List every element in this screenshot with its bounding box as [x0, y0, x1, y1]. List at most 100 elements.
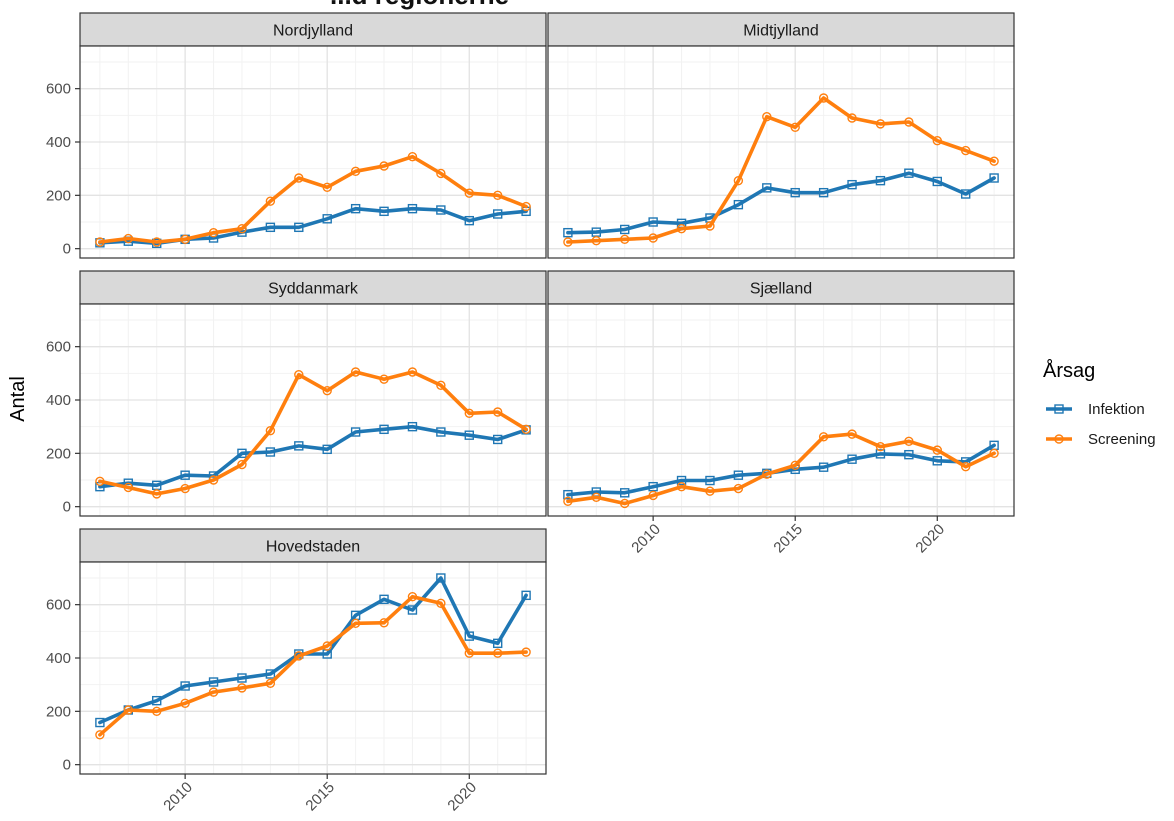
data-point-screening	[563, 237, 573, 247]
data-point-screening	[762, 111, 772, 122]
data-point-screening	[790, 460, 800, 471]
data-point-screening	[904, 117, 914, 127]
strip-label-midtjylland: Midtjylland	[743, 23, 819, 40]
data-point-screening	[464, 188, 474, 198]
data-point-infektion	[464, 215, 474, 226]
data-point-screening	[294, 369, 304, 380]
panel-midtjylland: Midtjylland	[547, 12, 1015, 259]
data-point-screening	[237, 683, 247, 693]
y-tick-label: 600	[46, 81, 71, 98]
data-point-infektion	[407, 605, 418, 615]
plot-background-hovedstaden	[80, 562, 546, 774]
panel-border-hovedstaden	[79, 561, 547, 775]
data-point-infektion	[294, 222, 304, 233]
data-point-infektion	[620, 224, 630, 235]
data-point-screening	[294, 651, 304, 661]
data-point-infektion	[960, 189, 971, 199]
data-point-infektion	[818, 462, 829, 472]
legend-label-screening: Screening	[1088, 431, 1156, 448]
data-point-infektion	[790, 187, 800, 198]
data-point-infektion	[265, 669, 276, 679]
data-point-infektion	[492, 434, 503, 445]
data-point-screening	[521, 424, 531, 435]
data-point-screening	[464, 648, 474, 658]
data-point-screening	[705, 221, 715, 231]
data-point-infektion	[875, 449, 886, 459]
series-line-infektion-midtjylland	[566, 171, 996, 235]
data-point-screening	[492, 407, 503, 417]
data-point-screening	[180, 234, 190, 245]
data-point-screening	[152, 489, 162, 499]
strip-label-nordjylland: Nordjylland	[273, 23, 353, 40]
strip-syddanmark	[79, 270, 547, 305]
y-axis-title: Antal	[7, 376, 29, 422]
data-point-screening	[208, 687, 219, 697]
y-tick-label: 0	[63, 499, 71, 516]
data-point-infektion	[818, 187, 829, 198]
x-tick-label: 2010	[628, 521, 664, 557]
data-point-infektion	[350, 427, 361, 437]
data-point-screening	[436, 598, 446, 609]
data-point-infektion	[294, 441, 304, 451]
data-point-infektion	[436, 427, 446, 437]
strip-label-sjaelland: Sjælland	[750, 281, 812, 298]
data-point-screening	[847, 113, 857, 123]
data-point-screening	[265, 425, 276, 436]
data-point-screening	[960, 461, 971, 472]
data-point-screening	[95, 476, 105, 487]
data-point-infektion	[322, 214, 332, 224]
y-tick-label: 200	[46, 445, 71, 462]
data-point-screening	[591, 235, 602, 246]
data-point-infektion	[932, 176, 942, 187]
data-point-infektion	[237, 448, 247, 459]
data-point-infektion	[436, 573, 446, 583]
data-point-infektion	[620, 488, 630, 498]
data-point-infektion	[464, 631, 474, 641]
y-tick-label: 400	[46, 134, 71, 151]
data-point-infektion	[733, 199, 744, 210]
panel-border-nordjylland	[79, 45, 547, 259]
data-point-screening	[322, 641, 332, 651]
data-point-screening	[322, 182, 332, 193]
data-point-infektion	[563, 227, 573, 238]
data-point-screening	[95, 730, 105, 740]
series-line-infektion-syddanmark	[98, 424, 528, 489]
data-point-screening	[237, 223, 247, 234]
data-point-screening	[904, 436, 914, 447]
y-tick-label: 200	[46, 703, 71, 720]
data-point-infektion	[180, 470, 190, 480]
panel-nordjylland: Nordjylland 0 200 400 600	[46, 12, 547, 259]
data-point-infektion	[847, 454, 857, 464]
x-tick-label: 2015	[302, 779, 338, 815]
data-point-infektion	[152, 695, 162, 706]
data-point-screening	[521, 647, 531, 657]
data-point-infektion	[379, 594, 389, 605]
data-point-screening	[152, 237, 162, 247]
data-point-screening	[620, 498, 630, 509]
data-point-infektion	[379, 424, 389, 435]
data-point-screening	[932, 135, 942, 146]
data-point-screening	[818, 432, 829, 442]
series-line-screening-syddanmark	[98, 370, 528, 496]
y-tick-label: 600	[46, 339, 71, 356]
panel-sjaelland: Sjælland 2010 2015 2020	[547, 270, 1015, 557]
data-point-screening	[322, 385, 332, 396]
data-point-screening	[705, 486, 715, 496]
strip-hovedstaden	[79, 528, 547, 563]
data-point-screening	[123, 233, 134, 244]
data-point-screening	[989, 448, 999, 459]
data-point-infektion	[989, 173, 999, 183]
x-tick-label: 2015	[770, 521, 806, 557]
y-tick-label: 600	[46, 597, 71, 614]
y-tick-label: 200	[46, 187, 71, 204]
data-point-screening	[591, 492, 602, 503]
data-point-screening	[407, 151, 418, 162]
data-point-infektion	[95, 717, 105, 728]
data-point-screening	[676, 481, 687, 492]
data-point-screening	[847, 429, 857, 439]
panels-layer: Nordjylland 0 200 400 600 Midtjylland Syddanma…	[46, 12, 1015, 815]
data-point-infektion	[322, 444, 332, 455]
data-point-infektion	[208, 677, 219, 687]
data-point-infektion	[904, 168, 914, 178]
data-point-infektion	[350, 203, 361, 214]
